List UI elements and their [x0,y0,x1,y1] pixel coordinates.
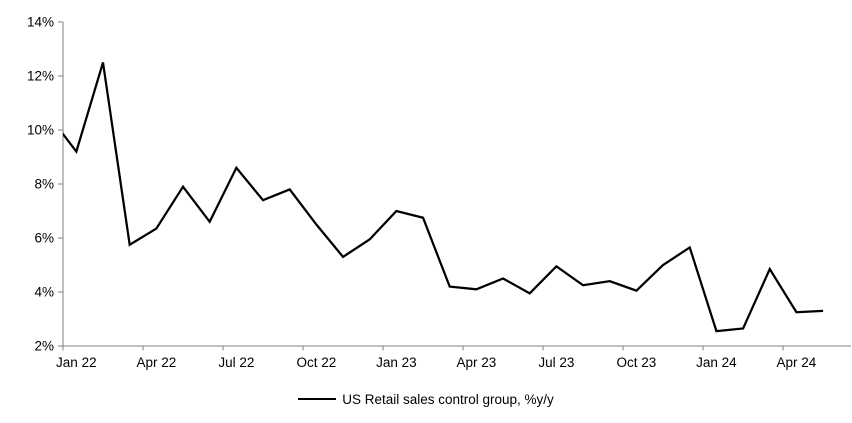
legend-series-label: US Retail sales control group, %y/y [342,391,554,407]
y-tick-label: 10% [27,123,54,138]
x-tick-label: Oct 23 [617,355,657,370]
y-tick-label: 12% [27,69,54,84]
x-tick-label: Jul 22 [218,355,254,370]
x-tick-label: Jan 23 [376,355,417,370]
y-tick-label: 4% [34,285,54,300]
x-tick-label: Jan 24 [696,355,737,370]
x-tick-label: Jul 23 [538,355,574,370]
x-tick-label: Apr 22 [136,355,176,370]
y-tick-label: 14% [27,15,54,30]
x-tick-label: Jan 22 [56,355,97,370]
x-tick-label: Apr 24 [777,355,817,370]
y-tick-label: 6% [34,231,54,246]
legend-line-icon [298,398,337,400]
y-tick-label: 2% [34,339,54,354]
x-tick-label: Oct 22 [296,355,336,370]
chart-plot-area: 14% 12% 10% 8% 6% 4% 2%Jan 22 Apr 22 Jul 22 Oct 2… [27,15,851,370]
x-tick-label: Apr 23 [456,355,496,370]
series-line-retail-control [63,62,824,333]
chart-legend: US Retail sales control group, %y/y [0,391,852,407]
y-tick-label: 8% [34,177,54,192]
